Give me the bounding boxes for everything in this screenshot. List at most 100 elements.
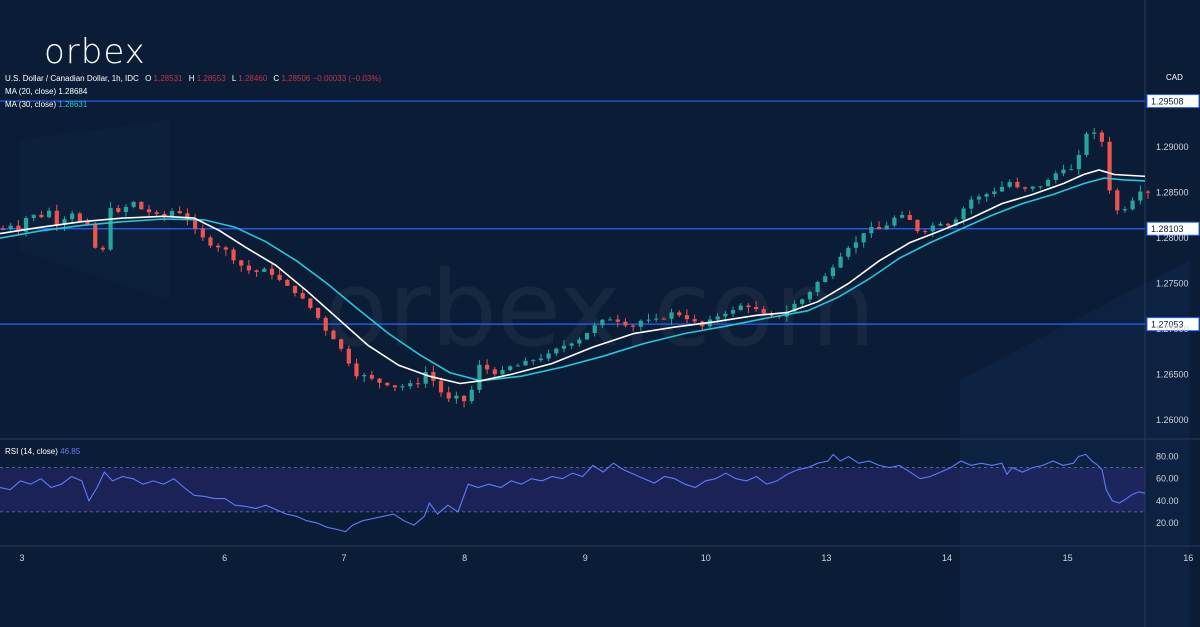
open-value: 1.28531 (153, 74, 183, 83)
rsi-panel (0, 467, 1145, 513)
candle-body (216, 245, 221, 248)
candle-body (62, 219, 67, 225)
level-tag-1 (1146, 221, 1200, 236)
candle-body (492, 369, 497, 375)
symbol-legend: U.S. Dollar / Canadian Dollar, 1h, IDC O… (5, 74, 381, 84)
rsi-tick-2: 40.00 (1156, 496, 1179, 506)
candle-body (692, 319, 697, 322)
candle-body (546, 353, 551, 359)
candle-body (577, 339, 582, 344)
candle-body (400, 386, 405, 388)
candle-body (646, 319, 651, 321)
candle-body (177, 211, 182, 214)
candle-body (362, 375, 367, 377)
candle-body (531, 360, 536, 362)
candle-body (415, 383, 421, 385)
candle-body (1107, 141, 1112, 191)
candle-body (1046, 179, 1051, 187)
candle-body (300, 293, 305, 299)
candle-body (561, 345, 567, 349)
rsi-label: RSI (14, close) (5, 447, 58, 456)
candle-body (730, 310, 736, 314)
currency-unit: CAD (1166, 73, 1183, 82)
bg-shape-right (960, 260, 1190, 627)
orbex-logo: orbex (44, 32, 146, 72)
low-label: L (231, 74, 237, 83)
candle-body (269, 268, 275, 275)
candle-body (946, 223, 951, 226)
ma20-value: 1.28684 (58, 87, 88, 96)
candle-body (485, 364, 490, 370)
candle-body (154, 212, 159, 214)
candle-body (884, 225, 889, 230)
low-value: 1.28460 (238, 74, 268, 83)
candle-body (315, 307, 321, 318)
candle-body (223, 247, 228, 250)
candle-body (838, 256, 843, 268)
candle-body (123, 206, 129, 212)
candle-body (830, 267, 836, 277)
candle-body (438, 380, 444, 393)
candle-body (77, 213, 82, 222)
horizontal-levels: 1.29508 1.28103 1.27053 (0, 94, 1200, 332)
candle-body (523, 360, 528, 366)
candle-body (654, 318, 659, 320)
price-tick-3: 1.27500 (1156, 279, 1189, 289)
candle-body (600, 319, 605, 326)
candle-body (984, 194, 989, 197)
candle-body (477, 364, 482, 390)
candle-body (815, 281, 820, 293)
candle-body (1145, 191, 1151, 193)
candle-body (1022, 187, 1028, 189)
candle-body (853, 242, 859, 248)
candle-body (385, 382, 390, 386)
candle-body (1007, 181, 1012, 187)
level-label-0: 1.29508 (1151, 97, 1184, 107)
candle-body (93, 224, 98, 248)
candle-body (70, 213, 75, 220)
candle-body (339, 339, 344, 349)
candle-body (262, 268, 267, 272)
candle-body (677, 312, 682, 316)
rsi-legend: RSI (14, close) 46.85 (5, 447, 80, 457)
candle-body (869, 226, 874, 234)
level-tag-2 (1146, 317, 1200, 332)
candle-body (169, 211, 175, 217)
candle-body (193, 219, 198, 229)
candle-body (1130, 200, 1135, 210)
rsi-tick-3: 20.00 (1156, 518, 1179, 528)
time-label-1: 6 (222, 553, 227, 563)
candle-body (538, 358, 544, 361)
rsi-line (0, 453, 1146, 533)
bg-shape-left (20, 120, 170, 300)
ma30-label: MA (30, close) (5, 100, 57, 109)
candle-body (146, 209, 152, 213)
candle-body (723, 313, 728, 317)
candle-body (584, 332, 590, 340)
candle-body (392, 385, 398, 388)
candle-body (354, 363, 359, 377)
time-label-8: 15 (1063, 553, 1073, 563)
candle-body (738, 305, 743, 311)
candle-body (631, 325, 636, 327)
price-tick-6: 1.26000 (1156, 415, 1189, 425)
candle-body (1092, 132, 1097, 134)
candle-body (285, 279, 290, 286)
candle-body (0, 229, 6, 231)
candle-body (139, 201, 144, 210)
candle-body (116, 208, 121, 212)
candle-body (907, 214, 912, 220)
candle-body (1115, 190, 1120, 211)
candle-body (508, 366, 513, 371)
candle-body (162, 213, 167, 217)
time-label-9: 16 (1183, 553, 1193, 563)
candle-body (1138, 191, 1143, 201)
time-axis: 3 6 7 8 9 10 13 14 15 16 (19, 553, 1193, 563)
ma20-legend: MA (20, close) 1.28684 (5, 87, 87, 97)
close-label: C (273, 74, 280, 83)
candle-body (876, 226, 882, 230)
candle-body (446, 392, 451, 399)
candle-body (1053, 173, 1058, 180)
candle-body (753, 307, 759, 310)
